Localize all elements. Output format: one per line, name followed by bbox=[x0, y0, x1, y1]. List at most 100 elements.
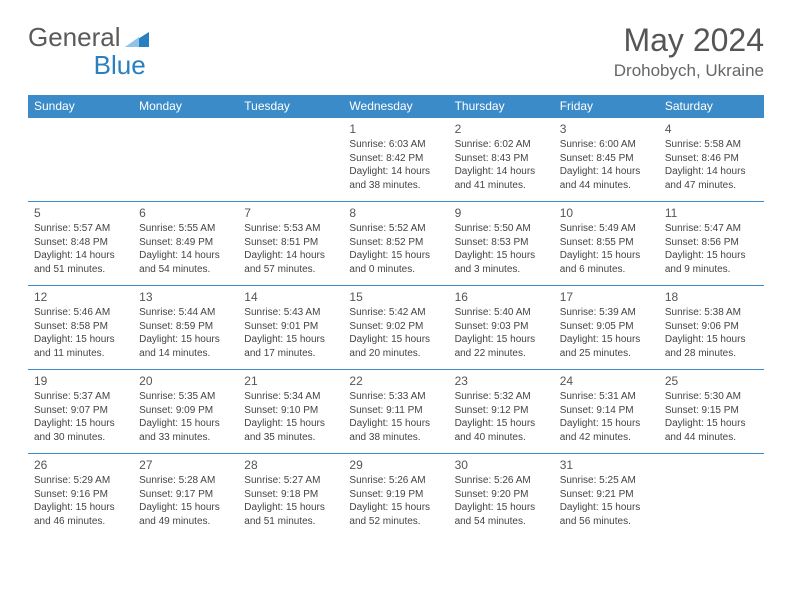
daylight-line: Daylight: 14 hours and 54 minutes. bbox=[139, 249, 232, 276]
day-cell-30: 30Sunrise: 5:26 AMSunset: 9:20 PMDayligh… bbox=[449, 454, 554, 538]
daylight-line: Daylight: 15 hours and 40 minutes. bbox=[455, 417, 548, 444]
day-number: 5 bbox=[34, 205, 127, 221]
sunrise-line: Sunrise: 5:25 AM bbox=[560, 474, 653, 488]
day-number: 18 bbox=[665, 289, 758, 305]
calendar-row: 1Sunrise: 6:03 AMSunset: 8:42 PMDaylight… bbox=[28, 118, 764, 202]
daylight-line: Daylight: 15 hours and 17 minutes. bbox=[244, 333, 337, 360]
empty-cell bbox=[659, 454, 764, 538]
day-number: 17 bbox=[560, 289, 653, 305]
day-cell-2: 2Sunrise: 6:02 AMSunset: 8:43 PMDaylight… bbox=[449, 118, 554, 202]
daylight-line: Daylight: 14 hours and 41 minutes. bbox=[455, 165, 548, 192]
day-number: 19 bbox=[34, 373, 127, 389]
day-cell-9: 9Sunrise: 5:50 AMSunset: 8:53 PMDaylight… bbox=[449, 202, 554, 286]
empty-cell bbox=[133, 118, 238, 202]
sunrise-line: Sunrise: 5:55 AM bbox=[139, 222, 232, 236]
calendar-body: 1Sunrise: 6:03 AMSunset: 8:42 PMDaylight… bbox=[28, 118, 764, 538]
sunset-line: Sunset: 8:55 PM bbox=[560, 236, 653, 250]
weekday-monday: Monday bbox=[133, 95, 238, 118]
sunrise-line: Sunrise: 5:39 AM bbox=[560, 306, 653, 320]
sunrise-line: Sunrise: 5:53 AM bbox=[244, 222, 337, 236]
day-number: 29 bbox=[349, 457, 442, 473]
sunrise-line: Sunrise: 5:28 AM bbox=[139, 474, 232, 488]
sunrise-line: Sunrise: 5:46 AM bbox=[34, 306, 127, 320]
daylight-line: Daylight: 14 hours and 57 minutes. bbox=[244, 249, 337, 276]
day-cell-13: 13Sunrise: 5:44 AMSunset: 8:59 PMDayligh… bbox=[133, 286, 238, 370]
sunrise-line: Sunrise: 5:26 AM bbox=[455, 474, 548, 488]
sunrise-line: Sunrise: 5:44 AM bbox=[139, 306, 232, 320]
weekday-tuesday: Tuesday bbox=[238, 95, 343, 118]
daylight-line: Daylight: 15 hours and 56 minutes. bbox=[560, 501, 653, 528]
day-cell-15: 15Sunrise: 5:42 AMSunset: 9:02 PMDayligh… bbox=[343, 286, 448, 370]
day-number: 20 bbox=[139, 373, 232, 389]
daylight-line: Daylight: 15 hours and 0 minutes. bbox=[349, 249, 442, 276]
day-number: 21 bbox=[244, 373, 337, 389]
day-number: 23 bbox=[455, 373, 548, 389]
day-cell-26: 26Sunrise: 5:29 AMSunset: 9:16 PMDayligh… bbox=[28, 454, 133, 538]
sunrise-line: Sunrise: 6:02 AM bbox=[455, 138, 548, 152]
sunrise-line: Sunrise: 5:49 AM bbox=[560, 222, 653, 236]
sunrise-line: Sunrise: 5:37 AM bbox=[34, 390, 127, 404]
daylight-line: Daylight: 15 hours and 52 minutes. bbox=[349, 501, 442, 528]
sunset-line: Sunset: 9:12 PM bbox=[455, 404, 548, 418]
day-cell-25: 25Sunrise: 5:30 AMSunset: 9:15 PMDayligh… bbox=[659, 370, 764, 454]
daylight-line: Daylight: 15 hours and 44 minutes. bbox=[665, 417, 758, 444]
daylight-line: Daylight: 15 hours and 11 minutes. bbox=[34, 333, 127, 360]
month-title: May 2024 bbox=[614, 22, 764, 59]
sunrise-line: Sunrise: 5:33 AM bbox=[349, 390, 442, 404]
day-cell-24: 24Sunrise: 5:31 AMSunset: 9:14 PMDayligh… bbox=[554, 370, 659, 454]
day-number: 15 bbox=[349, 289, 442, 305]
daylight-line: Daylight: 15 hours and 38 minutes. bbox=[349, 417, 442, 444]
day-cell-3: 3Sunrise: 6:00 AMSunset: 8:45 PMDaylight… bbox=[554, 118, 659, 202]
day-cell-17: 17Sunrise: 5:39 AMSunset: 9:05 PMDayligh… bbox=[554, 286, 659, 370]
daylight-line: Daylight: 14 hours and 47 minutes. bbox=[665, 165, 758, 192]
day-cell-20: 20Sunrise: 5:35 AMSunset: 9:09 PMDayligh… bbox=[133, 370, 238, 454]
day-number: 9 bbox=[455, 205, 548, 221]
sunrise-line: Sunrise: 5:52 AM bbox=[349, 222, 442, 236]
daylight-line: Daylight: 15 hours and 30 minutes. bbox=[34, 417, 127, 444]
day-cell-1: 1Sunrise: 6:03 AMSunset: 8:42 PMDaylight… bbox=[343, 118, 448, 202]
sunset-line: Sunset: 8:46 PM bbox=[665, 152, 758, 166]
sunset-line: Sunset: 9:01 PM bbox=[244, 320, 337, 334]
location-label: Drohobych, Ukraine bbox=[614, 61, 764, 81]
daylight-line: Daylight: 15 hours and 9 minutes. bbox=[665, 249, 758, 276]
day-number: 3 bbox=[560, 121, 653, 137]
calendar-row: 19Sunrise: 5:37 AMSunset: 9:07 PMDayligh… bbox=[28, 370, 764, 454]
sunrise-line: Sunrise: 5:31 AM bbox=[560, 390, 653, 404]
sunrise-line: Sunrise: 5:30 AM bbox=[665, 390, 758, 404]
brand-part1: General bbox=[28, 22, 121, 53]
day-number: 28 bbox=[244, 457, 337, 473]
day-cell-16: 16Sunrise: 5:40 AMSunset: 9:03 PMDayligh… bbox=[449, 286, 554, 370]
day-cell-29: 29Sunrise: 5:26 AMSunset: 9:19 PMDayligh… bbox=[343, 454, 448, 538]
sunset-line: Sunset: 9:15 PM bbox=[665, 404, 758, 418]
daylight-line: Daylight: 15 hours and 33 minutes. bbox=[139, 417, 232, 444]
sunset-line: Sunset: 8:45 PM bbox=[560, 152, 653, 166]
sunrise-line: Sunrise: 5:29 AM bbox=[34, 474, 127, 488]
sunset-line: Sunset: 9:19 PM bbox=[349, 488, 442, 502]
day-cell-5: 5Sunrise: 5:57 AMSunset: 8:48 PMDaylight… bbox=[28, 202, 133, 286]
weekday-header-row: SundayMondayTuesdayWednesdayThursdayFrid… bbox=[28, 95, 764, 118]
sunset-line: Sunset: 8:59 PM bbox=[139, 320, 232, 334]
daylight-line: Daylight: 15 hours and 35 minutes. bbox=[244, 417, 337, 444]
day-cell-18: 18Sunrise: 5:38 AMSunset: 9:06 PMDayligh… bbox=[659, 286, 764, 370]
sunset-line: Sunset: 8:48 PM bbox=[34, 236, 127, 250]
sunset-line: Sunset: 9:02 PM bbox=[349, 320, 442, 334]
day-number: 10 bbox=[560, 205, 653, 221]
daylight-line: Daylight: 15 hours and 20 minutes. bbox=[349, 333, 442, 360]
daylight-line: Daylight: 14 hours and 38 minutes. bbox=[349, 165, 442, 192]
sunset-line: Sunset: 8:49 PM bbox=[139, 236, 232, 250]
sunset-line: Sunset: 8:43 PM bbox=[455, 152, 548, 166]
daylight-line: Daylight: 15 hours and 25 minutes. bbox=[560, 333, 653, 360]
daylight-line: Daylight: 15 hours and 6 minutes. bbox=[560, 249, 653, 276]
sunset-line: Sunset: 9:07 PM bbox=[34, 404, 127, 418]
sunset-line: Sunset: 9:05 PM bbox=[560, 320, 653, 334]
daylight-line: Daylight: 15 hours and 22 minutes. bbox=[455, 333, 548, 360]
day-cell-23: 23Sunrise: 5:32 AMSunset: 9:12 PMDayligh… bbox=[449, 370, 554, 454]
weekday-thursday: Thursday bbox=[449, 95, 554, 118]
sunset-line: Sunset: 9:20 PM bbox=[455, 488, 548, 502]
daylight-line: Daylight: 14 hours and 44 minutes. bbox=[560, 165, 653, 192]
day-number: 7 bbox=[244, 205, 337, 221]
sunset-line: Sunset: 9:14 PM bbox=[560, 404, 653, 418]
day-number: 27 bbox=[139, 457, 232, 473]
day-number: 24 bbox=[560, 373, 653, 389]
day-cell-27: 27Sunrise: 5:28 AMSunset: 9:17 PMDayligh… bbox=[133, 454, 238, 538]
